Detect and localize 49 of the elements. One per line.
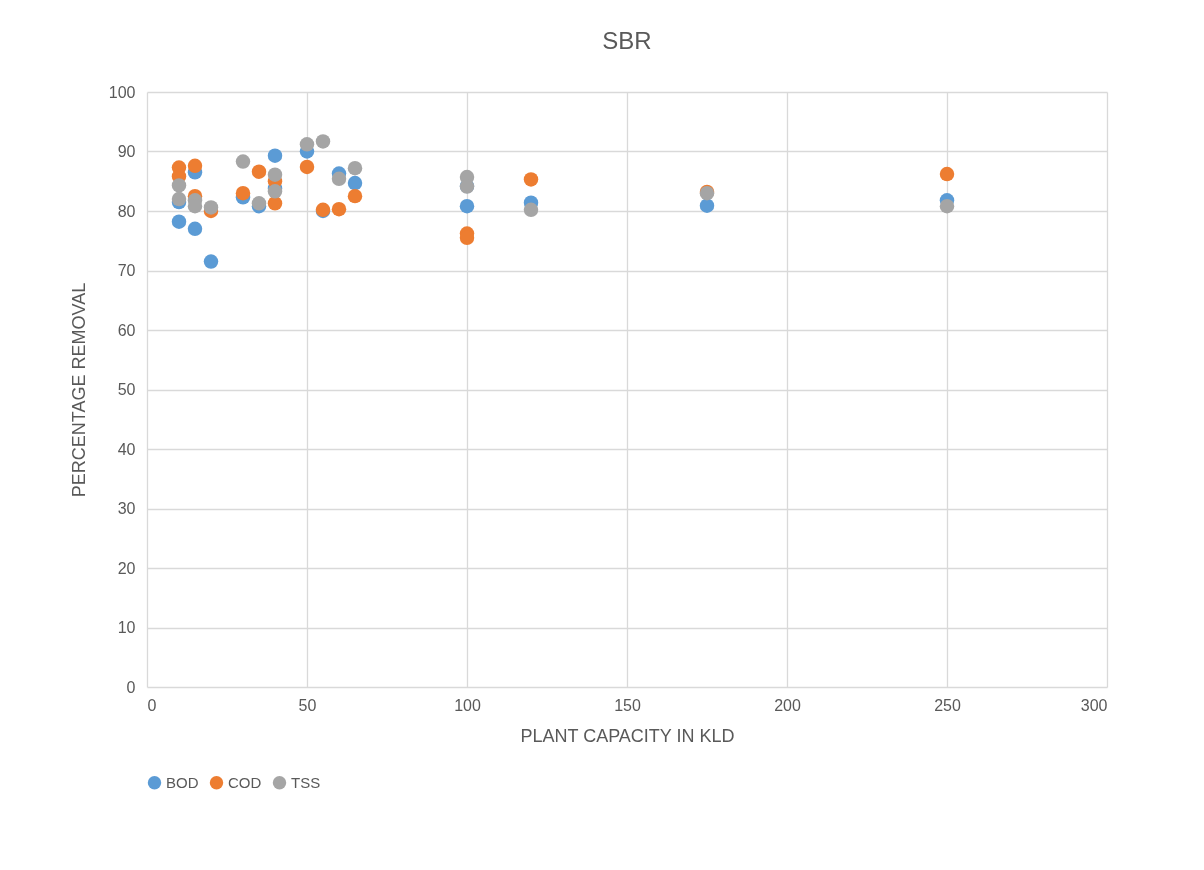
point [187, 221, 203, 237]
y-tick-label: 70 [117, 262, 136, 279]
point [347, 175, 363, 191]
point [347, 188, 363, 204]
point [939, 166, 955, 182]
point [939, 199, 955, 214]
y-tick-label: 40 [117, 440, 136, 458]
point [235, 185, 251, 201]
x-tick-label: 100 [454, 696, 481, 714]
point [267, 148, 283, 163]
y-tick-label: 20 [117, 559, 136, 577]
point [523, 202, 539, 218]
point [459, 199, 475, 214]
x-tick-label: 300 [1080, 696, 1108, 714]
y-tick-label: 80 [117, 202, 136, 220]
x-tick-label: 50 [298, 696, 317, 714]
point [331, 171, 347, 187]
y-tick-label: 50 [117, 381, 136, 398]
y-tick-label: 90 [117, 143, 136, 160]
point [251, 164, 267, 179]
x-tick-label: 150 [614, 696, 641, 714]
point [523, 172, 539, 187]
point [331, 201, 347, 217]
point [187, 158, 203, 174]
legend-label: BOD [166, 773, 199, 791]
y-tick-label: 100 [108, 83, 136, 101]
y-tick-label: 30 [117, 500, 136, 517]
chart-title: SBR [602, 27, 652, 54]
point [171, 178, 187, 193]
point [235, 154, 251, 169]
x-tick-label: 200 [774, 696, 801, 714]
legend-label: TSS [291, 773, 321, 791]
y-tick-label: 0 [126, 678, 136, 696]
y-axis-title: PERCENTAGE REMOVAL [68, 282, 89, 498]
y-tick-label: 10 [117, 619, 136, 636]
point [299, 159, 315, 175]
point [315, 134, 331, 149]
point [347, 160, 363, 176]
x-axis-title: PLANT CAPACITY IN KLD [520, 725, 735, 746]
x-tick-label: 250 [934, 696, 961, 714]
point [299, 137, 315, 152]
point [267, 167, 283, 182]
point [171, 214, 187, 229]
y-tick-label: 60 [117, 321, 136, 339]
x-tick-label: 0 [147, 696, 157, 714]
point [203, 254, 219, 269]
point [699, 198, 715, 213]
legend-label: COD [228, 773, 262, 791]
point [203, 200, 219, 215]
